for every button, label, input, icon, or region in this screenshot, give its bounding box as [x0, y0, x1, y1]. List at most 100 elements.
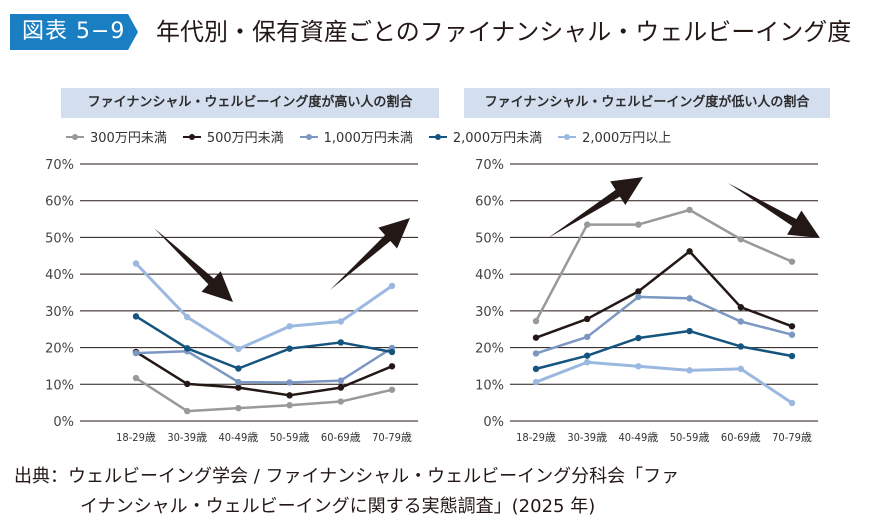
left-data-point [337, 339, 344, 346]
right-y-tick-label: 10% [475, 378, 504, 393]
right-data-point [584, 221, 591, 228]
left-series-line-1 [135, 350, 393, 397]
right-data-point [635, 334, 642, 342]
left-y-tick-label: 40% [45, 268, 74, 283]
left-data-point [235, 404, 242, 412]
left-chart-title: ファイナンシャル・ウェルビーイング度が高い人の割合 [61, 88, 439, 118]
left-data-point [132, 313, 140, 320]
left-series-line-3 [135, 315, 393, 370]
right-data-point [584, 352, 591, 359]
right-data-point [635, 293, 642, 301]
left-y-tick-label: 70% [45, 158, 74, 173]
right-annotation-arrow-2-icon [728, 183, 820, 238]
left-series-line-0 [135, 376, 393, 413]
right-data-point [584, 315, 591, 323]
right-annotation-arrow-1-icon [548, 177, 643, 238]
left-data-point [388, 282, 396, 290]
right-series-line-3 [535, 329, 793, 371]
left-data-point [235, 378, 242, 386]
right-y-tick-label: 30% [475, 305, 504, 320]
left-data-point [286, 402, 293, 409]
right-data-point [686, 248, 693, 255]
left-data-point [235, 345, 242, 353]
right-data-point [532, 378, 540, 386]
right-y-tick-label: 50% [475, 231, 504, 246]
right-data-point [635, 288, 642, 295]
right-x-tick-label: 50-59歳 [670, 431, 710, 444]
left-y-tick-label: 60% [45, 195, 74, 210]
right-data-point [737, 343, 744, 350]
left-data-point [235, 365, 242, 372]
right-data-point [788, 258, 796, 265]
left-data-point [388, 363, 396, 370]
left-x-tick-label: 40-49歳 [219, 431, 259, 444]
right-data-point [686, 327, 693, 335]
left-data-point [337, 377, 344, 384]
legend-item-500: 500万円未満 [182, 127, 284, 146]
right-data-point [788, 331, 796, 338]
left-x-tick-label: 60-69歳 [321, 431, 361, 444]
right-data-point [788, 352, 796, 360]
left-data-point [286, 345, 293, 352]
left-data-point [286, 379, 293, 386]
right-data-point [635, 221, 642, 228]
legend-marker-icon [428, 133, 447, 140]
left-data-point [337, 398, 344, 405]
right-data-point [532, 334, 540, 341]
charts-canvas: 0% 10% 20% 30% 40% 50% 60% 70% 18-29歳 30-39歳 40-49… [45, 158, 820, 444]
legend-item-1000: 1,000万円未満 [299, 127, 413, 146]
left-series-line-4 [134, 262, 393, 351]
left-data-point [286, 323, 293, 330]
right-y-tick-label: 60% [475, 195, 504, 210]
right-series-line-2 [535, 295, 793, 355]
legend-label: 2,000万円以上 [582, 131, 672, 146]
left-data-point [132, 260, 140, 267]
left-data-point [132, 349, 140, 357]
right-data-point [686, 206, 693, 214]
right-data-point [532, 350, 540, 357]
left-data-point [235, 384, 242, 391]
legend-item-2000-under: 2,000万円未満 [428, 127, 543, 146]
legend-label: 500万円未満 [206, 131, 284, 146]
left-data-point [184, 407, 191, 415]
left-data-point [388, 348, 396, 356]
left-y-tick-label: 50% [45, 231, 74, 246]
right-x-tick-label: 30-39歳 [567, 431, 607, 444]
legend-label: 2,000万円未満 [452, 131, 543, 146]
source-line-2: イナンシャル・ウェルビーイングに関する実態調査」(2025 年) [80, 496, 596, 517]
legend-item-2000-over: 2,000万円以上 [558, 127, 671, 146]
figure-number-badge: 図表 5−9 [10, 14, 138, 50]
left-data-point [184, 380, 191, 388]
source-line-1: 出典：ウェルビーイング学会 / ファイナンシャル・ウェルビーイング分科会「ファ [14, 466, 680, 487]
right-data-point [737, 303, 744, 311]
left-data-point [388, 386, 396, 393]
legend-marker-icon [182, 133, 201, 140]
right-data-point [737, 318, 744, 325]
left-annotation-arrow-1-icon [154, 228, 233, 302]
legend-label: 1,000万円未満 [323, 131, 413, 146]
legend-item-300: 300万円未満 [66, 127, 167, 146]
right-x-tick-label: 18-29歳 [516, 431, 556, 444]
right-data-point [584, 359, 591, 366]
right-data-point [737, 236, 744, 243]
left-y-tick-label: 30% [45, 305, 74, 320]
right-x-tick-label: 60-69歳 [721, 431, 761, 444]
left-x-tick-label: 70-79歳 [372, 431, 412, 444]
left-data-point [184, 313, 191, 321]
right-y-tick-label: 70% [475, 158, 504, 173]
right-data-point [635, 363, 642, 370]
right-series-line-0 [534, 208, 793, 322]
right-data-point [686, 295, 693, 302]
right-data-point [584, 333, 591, 341]
right-series-line-1 [535, 250, 793, 339]
right-series-line-4 [535, 360, 793, 405]
right-y-tick-label: 40% [475, 268, 504, 283]
left-series-line-2 [135, 346, 393, 384]
source-note: 出典：ウェルビーイング学会 / ファイナンシャル・ウェルビーイング分科会「ファ … [14, 462, 679, 522]
left-x-tick-label: 18-29歳 [116, 431, 156, 444]
legend-label: 300万円未満 [90, 131, 167, 146]
left-data-point [337, 318, 344, 325]
right-y-tick-label: 0% [483, 415, 504, 430]
right-data-point [532, 365, 540, 373]
left-data-point [184, 345, 191, 352]
